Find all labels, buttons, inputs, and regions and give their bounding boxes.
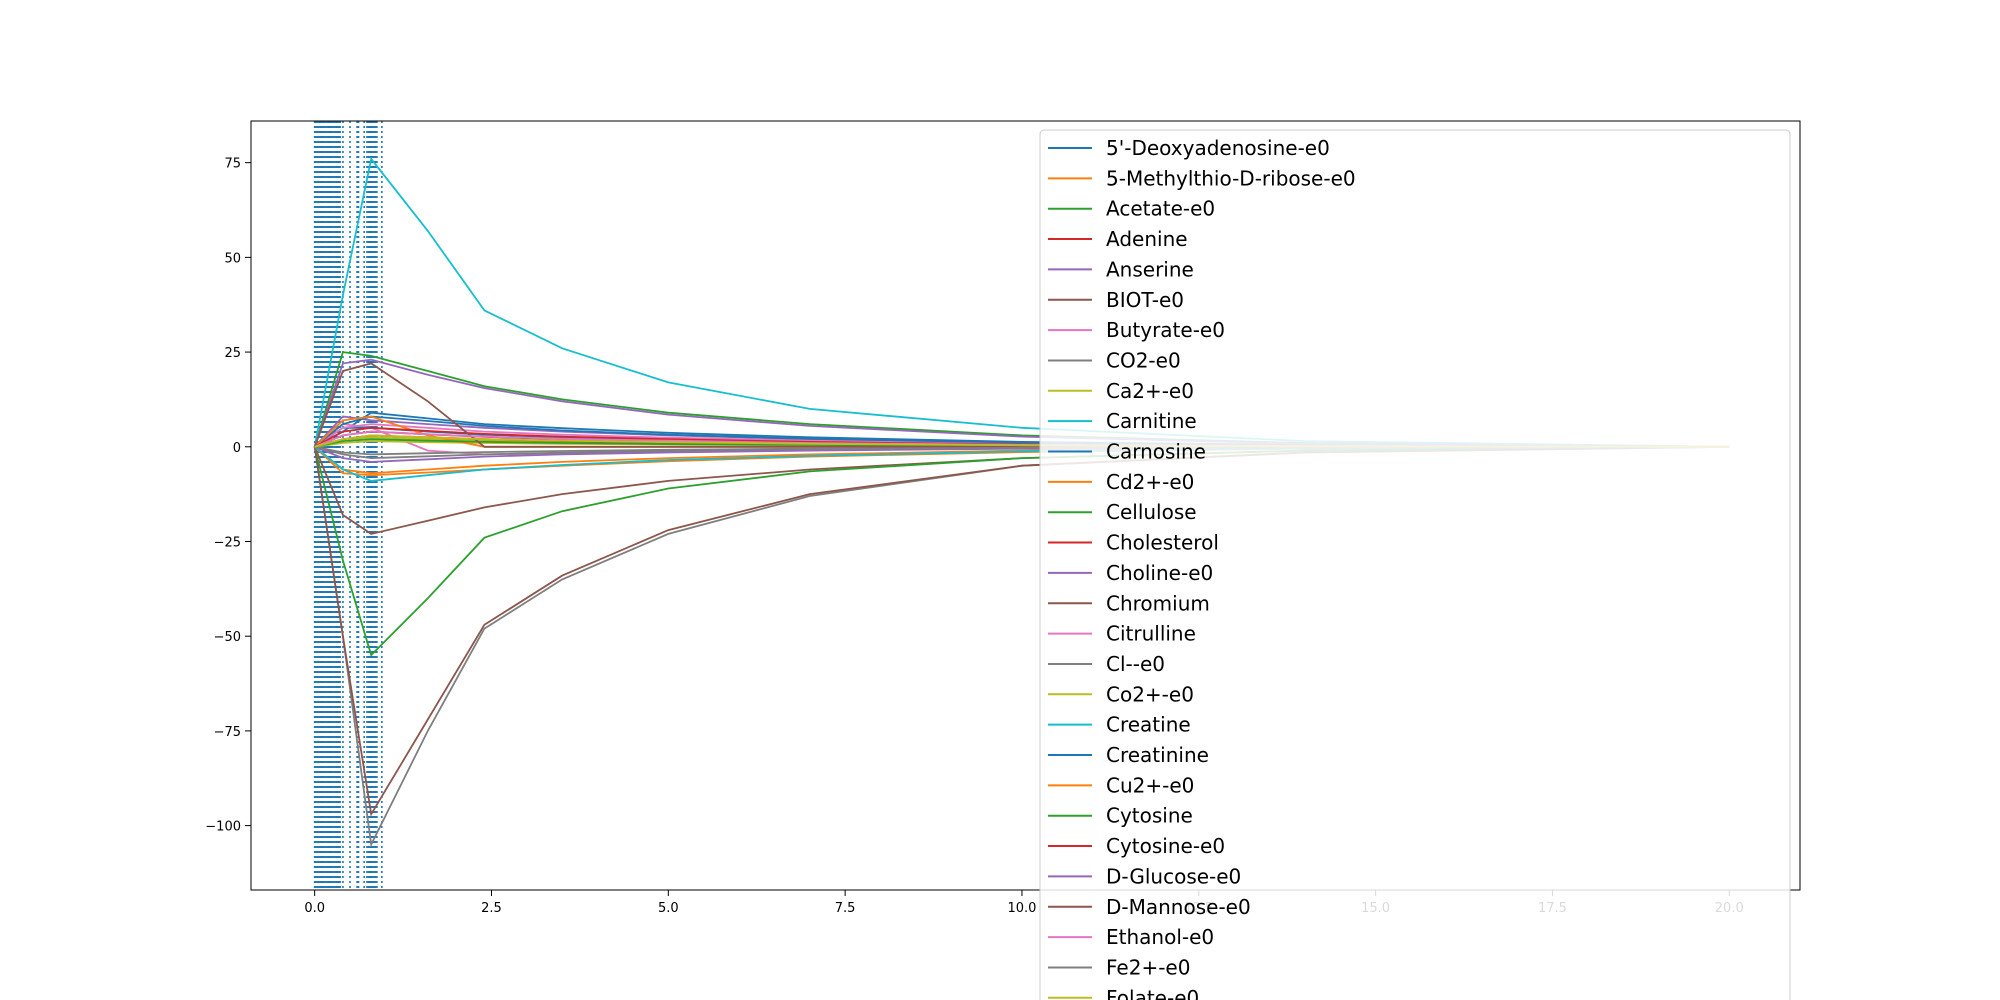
legend-item: Carnitine [1048,409,1197,433]
legend-label: CO2-e0 [1106,348,1181,372]
legend-label: Folate-e0 [1106,986,1199,1000]
legend-item: CO2-e0 [1048,348,1181,372]
legend-item: D-Mannose-e0 [1048,895,1251,919]
x-tick-label: 7.5 [835,901,856,916]
y-tick-label: 75 [224,157,241,172]
legend-item: BIOT-e0 [1048,288,1184,312]
legend-item: Chromium [1048,591,1210,615]
legend-label: Carnitine [1106,409,1197,433]
legend-item: Carnosine [1048,440,1206,464]
legend-item: Acetate-e0 [1048,197,1215,221]
legend-item: Cu2+-e0 [1048,773,1194,797]
legend-item: Co2+-e0 [1048,682,1194,706]
legend-label: Cholesterol [1106,531,1219,555]
legend-label: Creatine [1106,713,1191,737]
legend-label: Butyrate-e0 [1106,318,1225,342]
legend-item: Butyrate-e0 [1048,318,1225,342]
legend-item: 5'-Deoxyadenosine-e0 [1048,136,1330,160]
legend-item: Cholesterol [1048,531,1219,555]
legend-label: Choline-e0 [1106,561,1213,585]
x-tick-label: 2.5 [481,901,502,916]
legend-item: Folate-e0 [1048,986,1199,1000]
y-tick-label: −75 [214,725,241,740]
legend-label: Acetate-e0 [1106,197,1215,221]
y-tick-label: −50 [214,630,241,645]
legend-item: Cytosine-e0 [1048,834,1225,858]
legend-item: Fe2+-e0 [1048,955,1190,979]
y-axis: 75 50 25 0 −25 −50 −75 −100 [205,157,251,835]
legend-item: D-Glucose-e0 [1048,864,1241,888]
legend-label: Adenine [1106,227,1188,251]
vertical-marker-lines [313,121,383,890]
legend-label: Fe2+-e0 [1106,955,1190,979]
legend-box [1039,129,1791,1000]
legend-label: 5'-Deoxyadenosine-e0 [1106,136,1330,160]
legend-item: Creatine [1048,713,1191,737]
legend-label: Cytosine-e0 [1106,834,1225,858]
legend-item: Cellulose [1048,500,1197,524]
y-tick-label: 25 [224,346,241,361]
legend-item: Cl--e0 [1048,652,1165,676]
legend-label: D-Glucose-e0 [1106,864,1241,888]
legend-label: Cellulose [1106,500,1197,524]
legend-label: Cl--e0 [1106,652,1165,676]
legend-label: Creatinine [1106,743,1209,767]
x-tick-label: 0.0 [304,901,325,916]
axes-frame [250,120,1801,891]
legend-item: Adenine [1048,227,1188,251]
legend-label: Citrulline [1106,622,1196,646]
legend-item: Ethanol-e0 [1048,925,1214,949]
legend-label: Carnosine [1106,440,1206,464]
y-tick-label: −100 [205,820,241,835]
legend-item: 5-Methylthio-D-ribose-e0 [1048,166,1356,190]
legend-label: BIOT-e0 [1106,288,1184,312]
legend-item: Choline-e0 [1048,561,1213,585]
legend-item: Creatinine [1048,743,1209,767]
legend-item: Anserine [1048,257,1194,281]
legend-label: Chromium [1106,591,1210,615]
legend-label: Ethanol-e0 [1106,925,1214,949]
y-tick-label: −25 [214,535,241,550]
legend-label: Anserine [1106,257,1194,281]
legend-label: D-Mannose-e0 [1106,895,1251,919]
legend-label: Cytosine [1106,804,1193,828]
legend-item: Citrulline [1048,622,1196,646]
legend-label: Ca2+-e0 [1106,379,1194,403]
legend-label: 5-Methylthio-D-ribose-e0 [1106,166,1356,190]
legend-label: Cu2+-e0 [1106,773,1194,797]
y-tick-label: 0 [233,441,241,456]
legend-item: Cd2+-e0 [1048,470,1194,494]
legend: 5'-Deoxyadenosine-e0 5-Methylthio-D-ribos… [1039,129,1791,1000]
legend-item: Cytosine [1048,804,1193,828]
legend-label: Co2+-e0 [1106,682,1194,706]
legend-item: Ca2+-e0 [1048,379,1194,403]
legend-label: Cd2+-e0 [1106,470,1194,494]
y-tick-label: 50 [224,251,241,266]
x-tick-label: 5.0 [658,901,679,916]
x-tick-label: 10.0 [1007,901,1036,916]
